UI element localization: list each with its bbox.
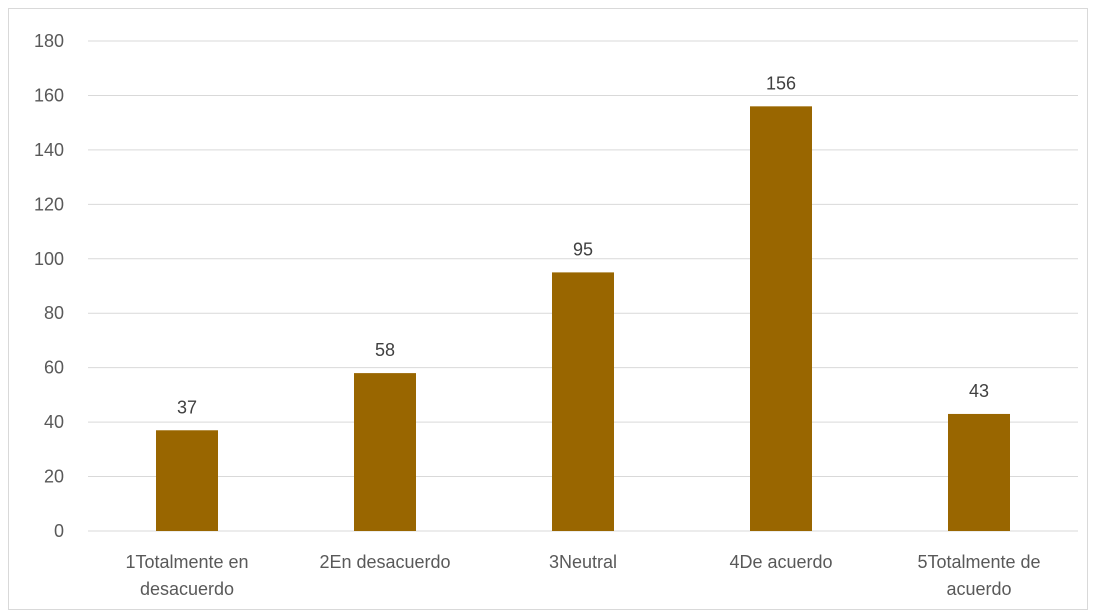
x-category-label: 3Neutral [549,552,617,572]
y-tick-label: 100 [34,249,64,269]
data-label: 156 [766,73,796,93]
x-category-label-line: 3Neutral [549,552,617,572]
data-label: 43 [969,381,989,401]
x-category-label-line: 2En desacuerdo [319,552,450,572]
bar [948,413,1010,531]
bar [156,430,218,531]
x-axis: 1Totalmente en desacuerdo 2En desacuerdo 3N… [125,552,1040,599]
bar [552,272,614,531]
x-category-label: 5Totalmente de acuerdo [917,552,1040,599]
data-label: 37 [177,397,197,417]
bar [750,106,812,531]
y-tick-label: 0 [54,521,64,541]
data-labels: 37 58 95 156 43 [177,73,989,417]
y-tick-label: 120 [34,194,64,214]
x-category-label: 1Totalmente en desacuerdo [125,552,248,599]
y-tick-label: 60 [44,358,64,378]
data-label: 95 [573,239,593,259]
y-tick-label: 20 [44,467,64,487]
gridlines [88,40,1078,532]
y-axis: 0 20 40 60 80 100 120 140 160 180 [34,31,64,541]
y-tick-label: 80 [44,303,64,323]
data-label: 58 [375,340,395,360]
x-category-label-line: desacuerdo [140,579,234,599]
x-category-label: 2En desacuerdo [319,552,450,572]
x-category-label-line: 5Totalmente de [917,552,1040,572]
y-tick-label: 180 [34,31,64,51]
x-category-label: 4De acuerdo [729,552,832,572]
y-tick-label: 140 [34,140,64,160]
x-category-label-line: 1Totalmente en [125,552,248,572]
x-category-label-line: 4De acuerdo [729,552,832,572]
x-category-label-line: acuerdo [946,579,1011,599]
y-tick-label: 40 [44,412,64,432]
bar [354,373,416,531]
bars [156,106,1010,531]
y-tick-label: 160 [34,85,64,105]
